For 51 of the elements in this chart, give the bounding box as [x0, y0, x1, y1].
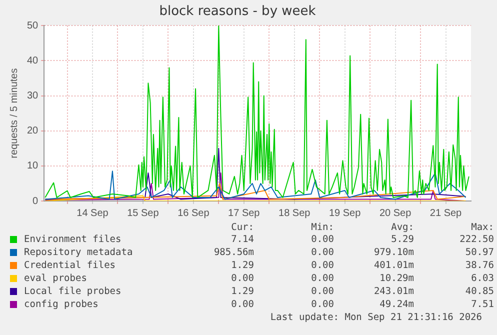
text: 0.00	[230, 299, 254, 312]
text: 0.00	[310, 273, 334, 286]
text: 222.50	[458, 234, 494, 247]
x-tick-label: 19 Sep	[328, 208, 362, 219]
text: 1.29	[230, 260, 254, 273]
text: 0.00	[310, 234, 334, 247]
text: 10.29m	[378, 273, 414, 286]
text: 6.03	[470, 273, 494, 286]
legend-label: Repository metadata	[24, 247, 134, 260]
text: 243.01m	[372, 286, 414, 299]
x-tick-label: 14 Sep	[76, 208, 109, 219]
text: 979.10m	[372, 247, 414, 260]
text: 7.51	[470, 299, 494, 312]
text: Cur:	[230, 222, 254, 234]
y-axis-title: requests / 5 minutes	[8, 68, 20, 158]
y-tick-label: 20	[27, 126, 39, 137]
text: 0.00	[310, 286, 334, 299]
x-tick-label: 15 Sep	[127, 208, 160, 219]
text: 0.00	[310, 299, 334, 312]
text: Avg:	[390, 222, 414, 234]
text: 50.97	[464, 247, 494, 260]
x-tick-label: 18 Sep	[278, 208, 311, 219]
text: Min:	[310, 222, 334, 234]
y-tick-label: 30	[27, 90, 39, 102]
x-tick-label: 21 Sep	[430, 208, 462, 219]
text: 985.56m	[212, 247, 254, 260]
text: 38.76	[464, 260, 494, 273]
text: 0.00	[230, 273, 254, 286]
text: Max:	[470, 222, 494, 234]
text: 0.00	[310, 260, 334, 273]
text: 7.14	[230, 234, 254, 247]
x-tick-label: 17 Sep	[228, 208, 260, 219]
text: 40.85	[464, 286, 494, 299]
y-tick-label: 50	[27, 20, 39, 32]
text: 0.00	[310, 247, 334, 260]
text: Last update: Mon Sep 21 21:31:16 2026	[269, 312, 482, 324]
x-tick-label: 16 Sep	[178, 208, 210, 219]
chart-title: block reasons - by week	[159, 4, 316, 20]
y-tick-label: 10	[27, 160, 39, 172]
text: 49.24m	[378, 299, 414, 312]
text: 1.29	[230, 286, 254, 299]
text: 5.29	[390, 234, 414, 247]
legend-label: config probes	[24, 299, 100, 312]
y-tick-label: 0	[32, 196, 39, 207]
legend-label: Environment files	[24, 234, 122, 247]
text: 401.01m	[372, 260, 414, 273]
legend-label: Credential files	[24, 260, 117, 273]
y-tick-label: 40	[27, 55, 39, 66]
x-tick-label: 20 Sep	[379, 208, 412, 219]
legend-label: Local file probes	[24, 286, 122, 299]
legend-label: eval probes	[24, 273, 88, 286]
